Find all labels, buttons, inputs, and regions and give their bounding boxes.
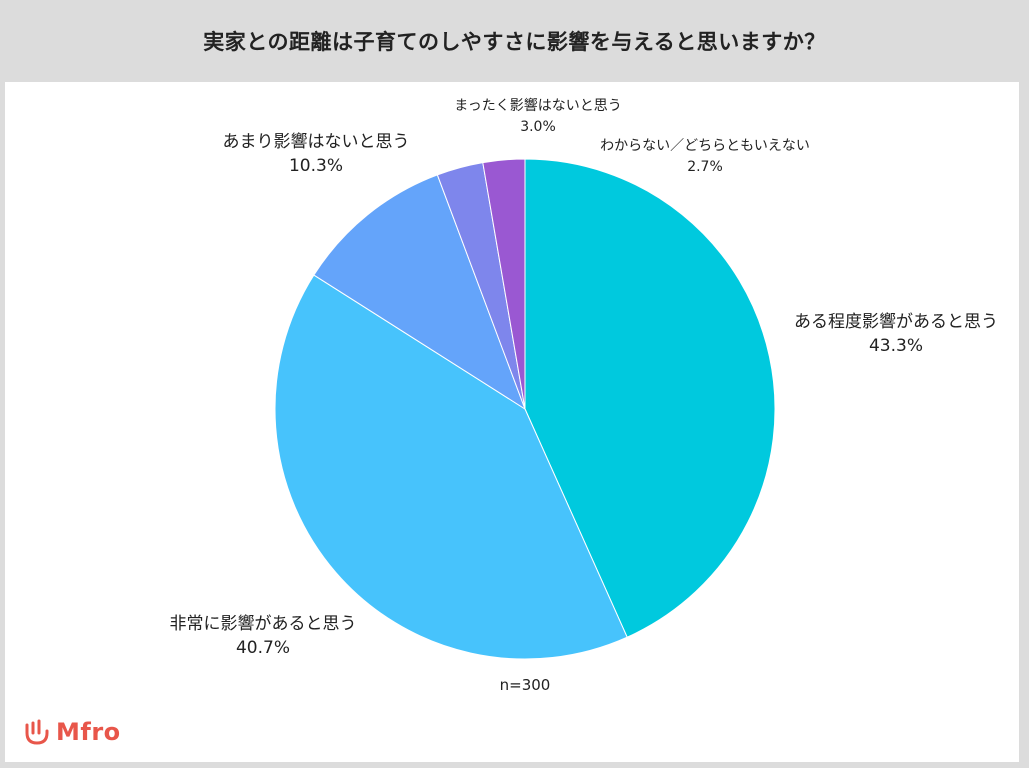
slice-value-label-2: 40.7% — [236, 638, 290, 658]
slice-value-label-1: 43.3% — [869, 336, 923, 356]
logo-text: Mfro — [56, 718, 121, 746]
slice-label-3: あまり影響はないと思う — [223, 132, 410, 152]
slice-label-4: まったく影響はないと思う — [454, 97, 621, 114]
pie-slice-2 — [274, 274, 628, 660]
pie-slice-1 — [524, 158, 776, 638]
pie-slice-5 — [482, 158, 526, 410]
slice-label-1: ある程度影響があると思う — [794, 312, 998, 332]
slice-value-label-3: 10.3% — [289, 156, 343, 176]
slice-label-5: わからない／どちらともいえない — [600, 138, 810, 154]
sample-size-label: n=300 — [500, 676, 551, 694]
slice-value-label-5: 2.7% — [687, 159, 723, 175]
chart-header: 実家との距離は子育てのしやすさに影響を与えると思いますか？ — [0, 0, 1029, 82]
chart-title: 実家との距離は子育てのしやすさに影響を与えると思いますか？ — [203, 30, 826, 54]
slice-value-label-4: 3.0% — [520, 119, 556, 135]
hand-icon — [25, 719, 49, 745]
slice-label-2: 非常に影響があると思う — [170, 614, 357, 634]
pie-slice-3 — [313, 174, 526, 411]
brand-logo: Mfro — [22, 716, 121, 748]
